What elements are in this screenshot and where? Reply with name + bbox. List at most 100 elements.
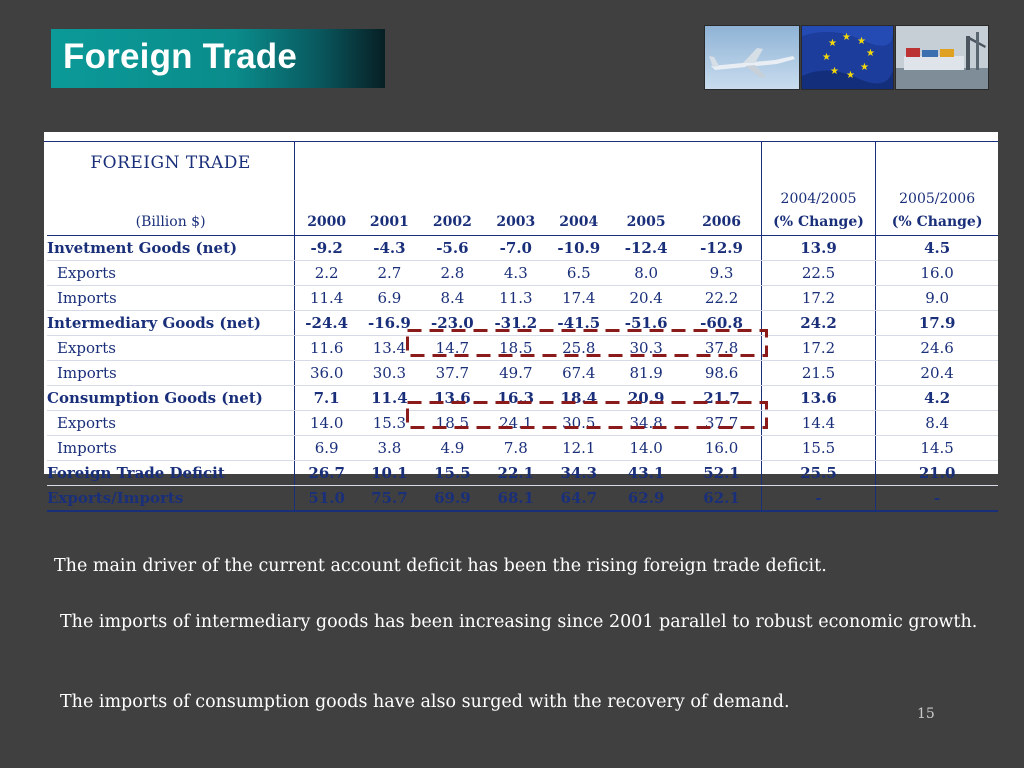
percent-change-cell: 16.0 xyxy=(875,260,998,286)
year-value-cell: 26.7 xyxy=(294,460,359,486)
year-header: 2002 xyxy=(420,209,485,236)
year-value-cell: 36.0 xyxy=(294,360,359,386)
year-value-cell: 14.0 xyxy=(294,410,359,436)
year-header: 2004 xyxy=(547,209,611,236)
table-row: Imports 11.4 6.9 8.4 11.3 17.4 20.4 22.2 17.2 9.0 xyxy=(47,285,998,311)
percent-change-cell: 21.5 xyxy=(760,360,876,386)
table-row: Exports 11.6 13.4 14.7 18.5 25.8 30.3 37.8 17.2 2… xyxy=(47,335,998,361)
year-value-cell: 11.4 xyxy=(358,385,421,411)
year-value-cell: 2.7 xyxy=(358,260,421,286)
year-value-cell: -9.2 xyxy=(294,235,359,261)
year-value-cell: 25.8 xyxy=(547,335,611,361)
paragraph-consumption-imports: The imports of consumption goods have al… xyxy=(60,692,790,712)
year-value-cell: 6.5 xyxy=(547,260,611,286)
percent-change-cell: 14.5 xyxy=(875,435,998,461)
year-value-cell: 6.9 xyxy=(358,285,421,311)
year-value-cell: 16.3 xyxy=(484,385,548,411)
year-value-cell: 17.4 xyxy=(547,285,611,311)
year-value-cell: 11.6 xyxy=(294,335,359,361)
year-value-cell: 98.6 xyxy=(682,360,762,386)
year-value-cell: 37.7 xyxy=(420,360,485,386)
year-value-cell: 7.1 xyxy=(294,385,359,411)
year-value-cell: -31.2 xyxy=(484,310,548,336)
paragraph-trade-deficit: The main driver of the current account d… xyxy=(54,556,827,576)
year-value-cell: 52.1 xyxy=(682,460,762,486)
year-value-cell: 20.9 xyxy=(610,385,683,411)
percent-change-cell: 21.0 xyxy=(875,460,998,486)
year-value-cell: 16.0 xyxy=(682,435,762,461)
year-value-cell: 2.8 xyxy=(420,260,485,286)
change-header-2-period: 2005/2006 xyxy=(875,141,998,209)
year-value-cell: 24.1 xyxy=(484,410,548,436)
table-row: Imports 36.0 30.3 37.7 49.7 67.4 81.9 98.6 21.5 2… xyxy=(47,360,998,386)
svg-text:★: ★ xyxy=(846,70,855,81)
year-value-cell: -7.0 xyxy=(484,235,548,261)
year-value-cell: 81.9 xyxy=(610,360,683,386)
year-value-cell: 69.9 xyxy=(420,485,485,512)
year-value-cell: -12.9 xyxy=(682,235,762,261)
year-value-cell: 11.3 xyxy=(484,285,548,311)
year-value-cell: -5.6 xyxy=(420,235,485,261)
svg-text:★: ★ xyxy=(857,36,866,47)
year-value-cell: 8.0 xyxy=(610,260,683,286)
slide-title-bar: Foreign Trade xyxy=(51,29,385,88)
percent-change-cell: 17.2 xyxy=(760,285,876,311)
percent-change-cell: - xyxy=(760,485,876,512)
year-value-cell: 18.5 xyxy=(484,335,548,361)
table-unit: (Billion $) xyxy=(47,209,296,236)
year-value-cell: 67.4 xyxy=(547,360,611,386)
svg-text:★: ★ xyxy=(842,32,851,43)
percent-change-cell: 13.6 xyxy=(760,385,876,411)
percent-change-cell: 24.2 xyxy=(760,310,876,336)
row-label: Exports xyxy=(47,335,296,361)
percent-change-cell: 15.5 xyxy=(760,435,876,461)
year-header: 2000 xyxy=(294,209,359,236)
year-header: 2005 xyxy=(610,209,683,236)
year-value-cell: 14.7 xyxy=(420,335,485,361)
percent-change-cell: 4.2 xyxy=(875,385,998,411)
slide-page-number: 15 xyxy=(917,706,935,722)
foreign-trade-table: FOREIGN TRADE 2004/2005 2005/2006 (Billi… xyxy=(47,141,998,512)
table-row: Exports 14.0 15.3 18.5 24.1 30.5 34.8 37.7 14.4 8… xyxy=(47,410,998,436)
year-value-cell: 34.8 xyxy=(610,410,683,436)
year-header: 2003 xyxy=(484,209,548,236)
year-value-cell: 22.2 xyxy=(682,285,762,311)
year-value-cell: 2.2 xyxy=(294,260,359,286)
row-label: Exports/Imports xyxy=(47,485,296,512)
year-value-cell: 62.9 xyxy=(610,485,683,512)
percent-change-cell: 20.4 xyxy=(875,360,998,386)
row-label: Imports xyxy=(47,360,296,386)
percent-change-cell: 4.5 xyxy=(875,235,998,261)
year-value-cell: 9.3 xyxy=(682,260,762,286)
year-value-cell: 37.7 xyxy=(682,410,762,436)
year-value-cell: -23.0 xyxy=(420,310,485,336)
year-value-cell: -51.6 xyxy=(610,310,683,336)
table-row: Consumption Goods (net) 7.1 11.4 13.6 16.3 18… xyxy=(47,385,998,411)
year-value-cell: 11.4 xyxy=(294,285,359,311)
year-header: 2006 xyxy=(682,209,762,236)
year-value-cell: 43.1 xyxy=(610,460,683,486)
row-label: Imports xyxy=(47,285,296,311)
row-label: Exports xyxy=(47,260,296,286)
year-value-cell: 14.0 xyxy=(610,435,683,461)
year-value-cell: 12.1 xyxy=(547,435,611,461)
year-value-cell: 18.4 xyxy=(547,385,611,411)
year-value-cell: 15.3 xyxy=(358,410,421,436)
table-row: Exports 2.2 2.7 2.8 4.3 6.5 8.0 9.3 22.5 16.0 xyxy=(47,260,998,286)
year-value-cell: 34.3 xyxy=(547,460,611,486)
year-value-cell: 64.7 xyxy=(547,485,611,512)
year-value-cell: 62.1 xyxy=(682,485,762,512)
year-value-cell: 10.1 xyxy=(358,460,421,486)
year-value-cell: 20.4 xyxy=(610,285,683,311)
year-value-cell: -16.9 xyxy=(358,310,421,336)
percent-change-cell: 17.2 xyxy=(760,335,876,361)
row-label: Consumption Goods (net) xyxy=(47,385,296,411)
year-value-cell: 3.8 xyxy=(358,435,421,461)
year-value-cell: 30.3 xyxy=(358,360,421,386)
foreign-trade-table-panel: FOREIGN TRADE 2004/2005 2005/2006 (Billi… xyxy=(44,132,998,512)
percent-change-cell: 25.5 xyxy=(760,460,876,486)
year-value-cell: 75.7 xyxy=(358,485,421,512)
row-label: Invetment Goods (net) xyxy=(47,235,296,261)
row-label: Exports xyxy=(47,410,296,436)
year-value-cell: -12.4 xyxy=(610,235,683,261)
